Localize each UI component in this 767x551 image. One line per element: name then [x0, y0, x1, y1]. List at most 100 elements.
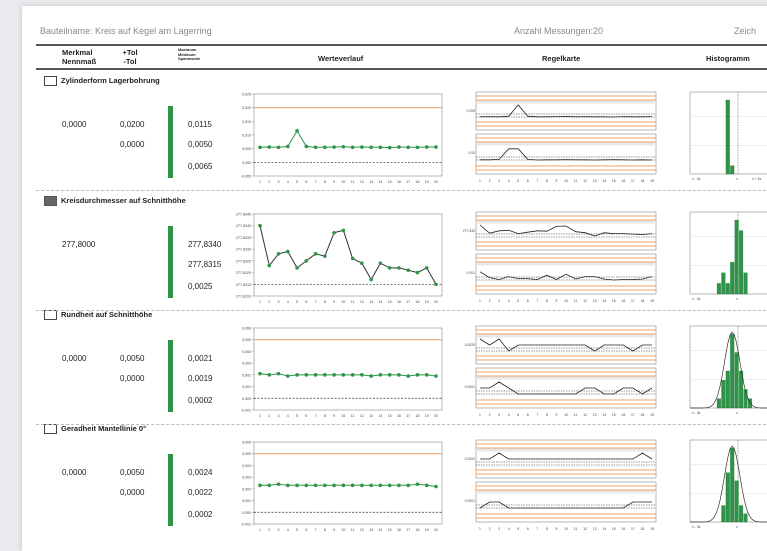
x-tick-label: 3 [278, 180, 280, 184]
x-tick-label: 1 [259, 180, 261, 184]
x-tick-label: 15 [612, 179, 616, 183]
trend-point [304, 144, 309, 149]
x-tick-label: 2 [489, 413, 491, 417]
x-tick-label: 5 [296, 300, 298, 304]
x-tick-label: 18 [641, 527, 645, 531]
x-tick-label: 6 [305, 300, 307, 304]
x-tick-label: 16 [621, 179, 625, 183]
column-werteverlauf: Werteverlauf [318, 54, 364, 63]
y-tick-label: -0,001 [241, 523, 251, 527]
x-tick-label: 18 [641, 299, 645, 303]
x-tick-label: 11 [351, 180, 355, 184]
x-tick-label: 6 [305, 180, 307, 184]
x-tick-label: 5 [517, 299, 519, 303]
plus-tolerance-value: 0,0200 [120, 120, 145, 129]
range-value: 0,0002 [188, 510, 213, 519]
x-tick-label: 2 [489, 179, 491, 183]
x-tick-label: 20 [434, 180, 438, 184]
trend-point [369, 483, 373, 488]
control-bottom-axis-label: 0,0001 [465, 499, 475, 503]
histogram-bar [716, 398, 721, 409]
x-tick-label: 17 [631, 527, 635, 531]
control-top-axis-label: 0,0020 [465, 343, 475, 347]
mean-chart-frame [475, 91, 657, 131]
x-tick-label: 15 [612, 413, 616, 417]
x-tick-label: 18 [641, 413, 645, 417]
range-value: 0,0002 [188, 396, 213, 405]
trend-point [434, 145, 438, 149]
trend-point [360, 261, 364, 265]
histogram-bar [739, 370, 744, 409]
trend-point [350, 145, 355, 150]
trend-point [276, 371, 281, 376]
x-tick-label: 16 [621, 413, 625, 417]
x-tick-label: 18 [415, 414, 419, 418]
warning-band [476, 142, 656, 146]
x-tick-label: 7 [536, 179, 538, 183]
trend-point [406, 374, 411, 378]
histogram-x-label: x [736, 525, 738, 529]
report-sheet: Bauteilname: Kreis auf Kegel am Lagerrin… [22, 6, 767, 551]
trend-chart: 0,006 0,005 0,004 0,003 0,002 0,001 0,000 -0,00… [241, 441, 443, 532]
histogram-x-label: x - 3s [692, 525, 701, 529]
x-tick-label: 3 [498, 299, 500, 303]
control-bottom-axis-label: 0,00 [468, 151, 475, 155]
trend-point [387, 145, 392, 150]
column-max-min-range: Maximum Minimum Spannweite [178, 47, 201, 62]
x-tick-label: 3 [278, 414, 280, 418]
histogram-chart: x - 3s x x + 3s [689, 91, 767, 181]
trend-point [332, 373, 336, 377]
maximum-value: 277,8340 [188, 240, 222, 249]
column-histogramm: Histogramm [706, 54, 750, 63]
trend-point [397, 266, 401, 270]
tolerance-status-bar [168, 106, 173, 178]
histogram-bar [721, 380, 726, 409]
x-tick-label: 5 [296, 414, 298, 418]
histogram-chart: x - 3s x [689, 211, 767, 301]
trend-point [323, 373, 327, 377]
x-tick-label: 18 [415, 180, 419, 184]
x-tick-label: 18 [415, 300, 419, 304]
histogram-bar [716, 283, 721, 295]
trend-point [406, 483, 411, 488]
x-tick-label: 13 [593, 299, 597, 303]
range-chart-frame [475, 481, 657, 523]
x-tick-label: 10 [564, 179, 568, 183]
column-tolerance: +Tol -Tol [122, 48, 138, 66]
trend-point [378, 145, 383, 150]
x-tick-label: 13 [369, 300, 373, 304]
trend-point [313, 145, 318, 150]
tolerance-status-bar [168, 454, 173, 526]
control-chart: 0,0050,001 2 3 4 5 6 7 8 9 10 11 12 13 14 15 16 17 18 19 [467, 91, 657, 183]
x-tick-label: 20 [434, 528, 438, 532]
histogram-bar [734, 352, 739, 409]
y-tick-label: 0,000 [242, 161, 251, 165]
x-tick-label: 1 [259, 300, 261, 304]
trend-point [285, 483, 290, 488]
histogram-x-label: x - 3s [692, 297, 701, 301]
x-tick-label: 4 [508, 299, 510, 303]
warning-band [476, 334, 656, 338]
x-tick-label: 13 [369, 414, 373, 418]
x-tick-label: 14 [602, 413, 606, 417]
histogram-x-label: x - 3s [692, 177, 701, 181]
y-tick-label: 0,005 [242, 452, 251, 456]
section-separator [36, 310, 767, 311]
trend-point [369, 277, 373, 282]
x-tick-label: 8 [546, 527, 548, 531]
trend-point [313, 373, 318, 377]
x-tick-label: 6 [305, 414, 307, 418]
y-tick-label: -0,001 [241, 409, 251, 413]
x-tick-label: 5 [517, 179, 519, 183]
trend-point [304, 483, 309, 488]
y-tick-label: 277,8320 [236, 271, 251, 275]
x-tick-label: 10 [564, 413, 568, 417]
x-tick-label: 11 [351, 300, 355, 304]
trend-point [387, 373, 392, 377]
x-tick-label: 11 [574, 527, 578, 531]
x-tick-label: 15 [388, 300, 392, 304]
trend-point [285, 144, 290, 149]
trend-point [276, 252, 281, 256]
x-tick-label: 6 [527, 527, 529, 531]
